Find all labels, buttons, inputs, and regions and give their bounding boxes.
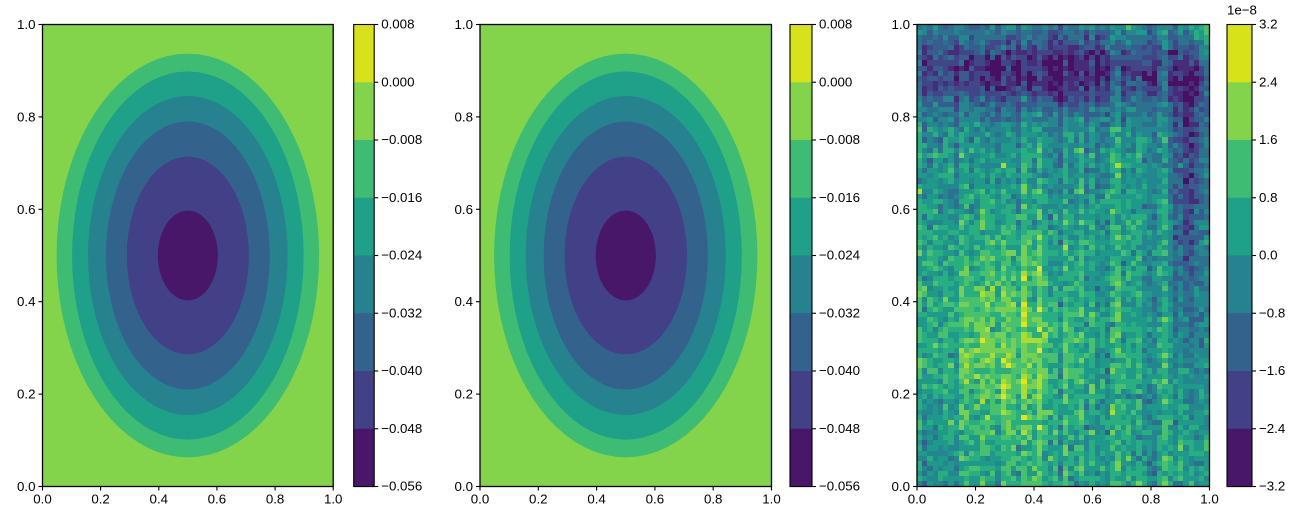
svg-text:−0.040: −0.040 xyxy=(381,363,422,378)
svg-text:0.4: 0.4 xyxy=(455,294,474,309)
svg-text:−0.024: −0.024 xyxy=(819,248,860,263)
svg-text:2.4: 2.4 xyxy=(1259,74,1278,89)
svg-text:−3.2: −3.2 xyxy=(1259,479,1285,494)
svg-text:0.0: 0.0 xyxy=(892,479,911,494)
svg-text:0.4: 0.4 xyxy=(150,492,169,507)
svg-text:0.2: 0.2 xyxy=(455,387,474,402)
svg-text:0.0: 0.0 xyxy=(471,492,490,507)
svg-text:1.6: 1.6 xyxy=(1259,132,1278,147)
svg-text:0.2: 0.2 xyxy=(529,492,548,507)
svg-text:0.000: 0.000 xyxy=(381,74,414,89)
svg-text:−0.008: −0.008 xyxy=(819,132,860,147)
svg-text:−0.8: −0.8 xyxy=(1259,305,1285,320)
svg-text:0.8: 0.8 xyxy=(1142,492,1161,507)
svg-text:0.6: 0.6 xyxy=(455,202,474,217)
svg-text:−0.008: −0.008 xyxy=(381,132,422,147)
svg-text:0.6: 0.6 xyxy=(17,202,36,217)
svg-text:1.0: 1.0 xyxy=(892,17,911,32)
svg-text:−1.6: −1.6 xyxy=(1259,363,1285,378)
svg-text:1e−8: 1e−8 xyxy=(1227,3,1257,18)
svg-text:0.4: 0.4 xyxy=(1025,492,1044,507)
svg-text:0.0: 0.0 xyxy=(455,479,474,494)
svg-text:0.6: 0.6 xyxy=(646,492,665,507)
svg-text:−0.048: −0.048 xyxy=(381,421,422,436)
svg-text:0.0: 0.0 xyxy=(33,492,52,507)
svg-text:−0.024: −0.024 xyxy=(381,248,422,263)
svg-text:1.0: 1.0 xyxy=(455,17,474,32)
svg-text:0.000: 0.000 xyxy=(819,74,852,89)
svg-text:−0.032: −0.032 xyxy=(381,305,422,320)
svg-text:−0.016: −0.016 xyxy=(381,190,422,205)
svg-text:−0.016: −0.016 xyxy=(819,190,860,205)
svg-text:−0.032: −0.032 xyxy=(819,305,860,320)
svg-text:0.8: 0.8 xyxy=(1259,190,1278,205)
svg-text:0.4: 0.4 xyxy=(892,294,911,309)
svg-text:−2.4: −2.4 xyxy=(1259,421,1285,436)
svg-text:1.0: 1.0 xyxy=(762,492,781,507)
svg-text:0.6: 0.6 xyxy=(892,202,911,217)
svg-text:0.2: 0.2 xyxy=(17,387,36,402)
svg-text:1.0: 1.0 xyxy=(324,492,343,507)
svg-text:0.8: 0.8 xyxy=(266,492,285,507)
svg-text:1.0: 1.0 xyxy=(17,17,36,32)
svg-text:−0.040: −0.040 xyxy=(819,363,860,378)
svg-text:−0.056: −0.056 xyxy=(381,479,422,494)
svg-text:0.0: 0.0 xyxy=(1259,248,1278,263)
svg-text:0.8: 0.8 xyxy=(17,109,36,124)
svg-text:−0.056: −0.056 xyxy=(819,479,860,494)
svg-text:0.2: 0.2 xyxy=(966,492,985,507)
svg-text:0.2: 0.2 xyxy=(91,492,110,507)
svg-text:0.008: 0.008 xyxy=(381,17,414,32)
svg-text:0.2: 0.2 xyxy=(892,387,911,402)
svg-text:1.0: 1.0 xyxy=(1200,492,1219,507)
svg-text:−0.048: −0.048 xyxy=(819,421,860,436)
svg-text:0.0: 0.0 xyxy=(908,492,927,507)
svg-text:0.8: 0.8 xyxy=(704,492,723,507)
svg-text:0.4: 0.4 xyxy=(17,294,36,309)
svg-text:0.8: 0.8 xyxy=(892,109,911,124)
svg-text:0.4: 0.4 xyxy=(587,492,606,507)
svg-text:0.6: 0.6 xyxy=(208,492,227,507)
svg-text:0.008: 0.008 xyxy=(819,17,852,32)
svg-text:0.8: 0.8 xyxy=(455,109,474,124)
svg-text:0.0: 0.0 xyxy=(17,479,36,494)
svg-text:3.2: 3.2 xyxy=(1259,17,1278,32)
svg-text:0.6: 0.6 xyxy=(1083,492,1102,507)
